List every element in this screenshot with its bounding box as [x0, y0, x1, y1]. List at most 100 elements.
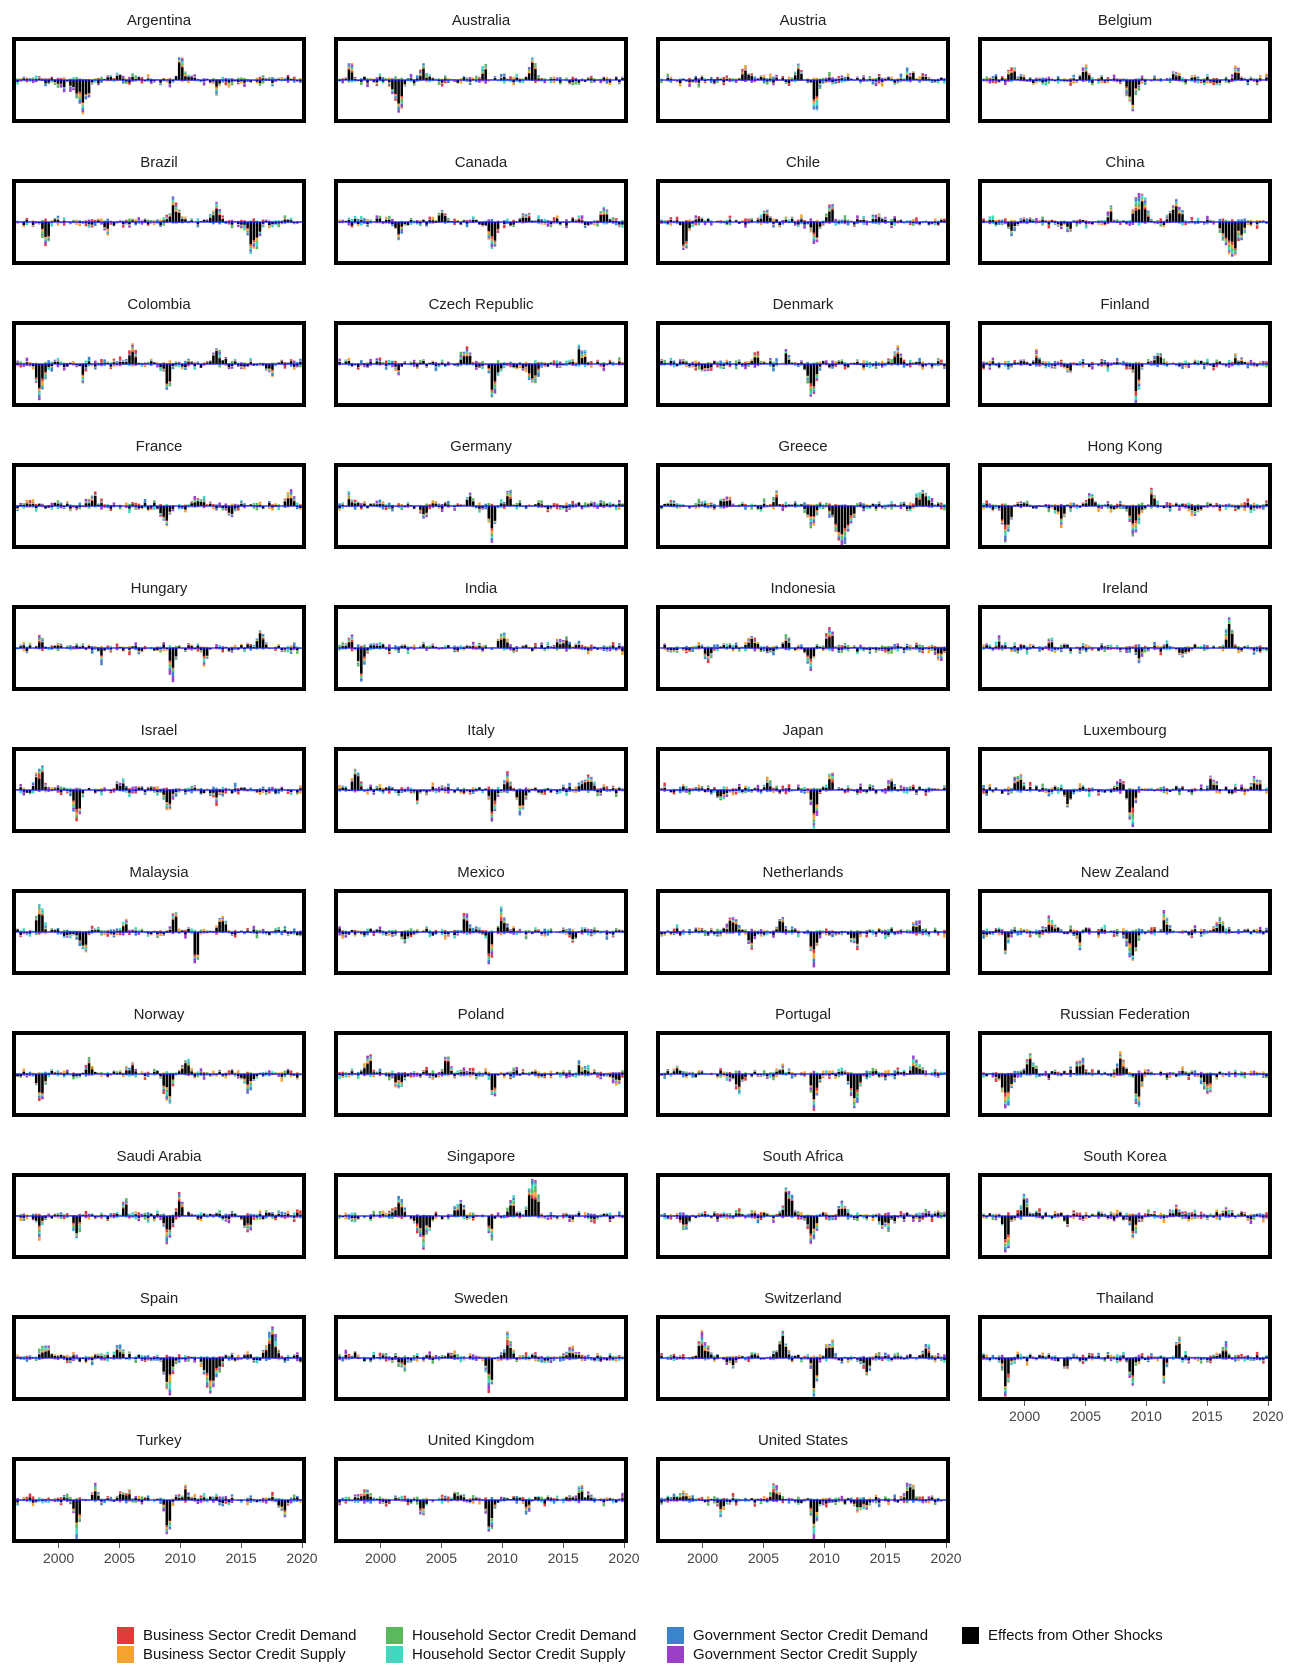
bar-segment-oth — [230, 222, 234, 225]
bar-segment-hcd — [890, 219, 893, 222]
bar-segment-oth — [212, 215, 215, 222]
bar-segment-oth — [725, 362, 729, 364]
bar-segment-bcd — [747, 218, 750, 222]
bar-segment-oth — [431, 78, 435, 80]
bar-segment-gcd — [694, 75, 698, 78]
bar-segment-bcd — [249, 364, 252, 366]
bar-segment-bcs — [369, 78, 372, 80]
bar-segment-gcd — [753, 354, 757, 356]
bar-segment-hcd — [38, 390, 41, 393]
bar-segment-oth — [713, 80, 716, 83]
bar-segment-bcs — [580, 356, 584, 359]
bar-segment-gcd — [682, 248, 685, 249]
bar-segment-hcs — [109, 75, 113, 77]
bar-segment-gcs — [527, 66, 531, 68]
bar-segment-hcs — [471, 216, 475, 218]
bar-segment-bcs — [397, 235, 400, 237]
bar-segment-gcs — [602, 367, 606, 372]
bar-segment-gcd — [221, 80, 224, 83]
bar-segment-oth — [38, 222, 41, 224]
bar-segment-bcd — [347, 68, 351, 70]
bar-segment-gcs — [397, 110, 400, 113]
bar-segment-gcs — [815, 240, 819, 243]
bar-segment-bcs — [431, 216, 435, 220]
bar-segment-gcs — [815, 378, 819, 380]
bar-segment-hcd — [347, 80, 351, 83]
bar-segment-bcd — [1159, 218, 1163, 222]
bar-segment-oth — [344, 78, 348, 80]
bar-segment-gcs — [62, 90, 66, 93]
bar-segment-gcd — [434, 367, 438, 372]
bar-segment-bcs — [688, 219, 691, 222]
bar-segment-hcs — [988, 216, 992, 220]
bar-segment-oth — [366, 80, 369, 83]
bar-segment-hcs — [134, 354, 137, 356]
bar-segment-hcd — [543, 78, 546, 80]
bar-segment-oth — [162, 364, 165, 369]
bar-segment-hcd — [1131, 107, 1135, 109]
bar-segment-bcs — [34, 362, 38, 364]
bar-segment-gcs — [292, 360, 296, 364]
bar-segment-oth — [109, 76, 113, 80]
bar-segment-bcd — [38, 387, 41, 390]
bar-segment-bcs — [1258, 74, 1262, 78]
bar-segment-oth — [1203, 80, 1206, 83]
bar-segment-bcd — [710, 368, 713, 371]
bar-segment-hcd — [443, 222, 447, 224]
bar-segment-oth — [1218, 222, 1222, 229]
bar-segment-bcs — [1258, 220, 1262, 222]
bar-segment-oth — [159, 364, 162, 368]
bar-segment-hcd — [1181, 80, 1184, 83]
bar-segment-bcd — [837, 361, 841, 362]
bar-segment-gcs — [174, 205, 178, 207]
bar-segment-oth — [1016, 78, 1020, 80]
bar-segment-bcs — [862, 219, 865, 220]
bar-segment-bcs — [1038, 77, 1041, 79]
bar-segment-oth — [691, 222, 694, 224]
bar-segment-bcs — [521, 222, 525, 225]
bar-segment-oth — [806, 364, 809, 376]
bar-segment-gcs — [691, 361, 694, 364]
bar-segment-hcd — [134, 80, 137, 82]
bar-segment-gcs — [252, 244, 256, 247]
bar-segment-bcd — [571, 364, 574, 366]
bar-segment-gcd — [16, 220, 19, 222]
bar-segment-hcd — [487, 234, 491, 236]
bar-segment-hcd — [168, 384, 172, 387]
bar-segment-gcd — [1134, 91, 1138, 92]
bar-segment-hcs — [1119, 220, 1122, 222]
bar-segment-bcd — [19, 364, 22, 368]
bar-segment-hcd — [706, 368, 710, 369]
bar-segment-bcd — [56, 219, 60, 220]
bar-segment-gcs — [264, 78, 268, 80]
bar-segment-bcd — [1230, 241, 1234, 246]
bar-segment-gcs — [849, 78, 853, 79]
bar-segment-gcs — [475, 367, 478, 370]
bar-segment-gcd — [212, 222, 215, 225]
bar-segment-oth — [246, 364, 249, 367]
bar-segment-hcd — [1084, 69, 1088, 71]
bar-segment-gcs — [599, 80, 602, 84]
bar-segment-hcd — [199, 81, 203, 83]
bar-segment-bcs — [224, 364, 228, 366]
bar-segment-oth — [431, 220, 435, 222]
bar-segment-bcs — [744, 69, 747, 71]
bar-segment-oth — [991, 78, 995, 80]
bar-segment-oth — [806, 222, 809, 224]
bar-segment-hcd — [87, 224, 91, 226]
bar-segment-bcd — [221, 218, 224, 220]
bar-segment-oth — [56, 80, 60, 84]
bar-segment-oth — [703, 364, 707, 369]
bar-segment-hcs — [884, 218, 887, 220]
bar-segment-hcd — [1234, 70, 1237, 72]
bar-segment-bcs — [271, 375, 274, 377]
bar-segment-oth — [252, 222, 256, 241]
bar-segment-gcd — [918, 80, 921, 83]
bar-segment-bcd — [809, 227, 813, 228]
bar-segment-bcd — [44, 244, 47, 247]
bar-segment-bcd — [614, 218, 618, 221]
bar-segment-bcd — [994, 80, 998, 84]
bar-segment-bcs — [1125, 224, 1128, 225]
bar-segment-gcs — [484, 80, 487, 84]
bar-segment-hcs — [908, 75, 912, 76]
